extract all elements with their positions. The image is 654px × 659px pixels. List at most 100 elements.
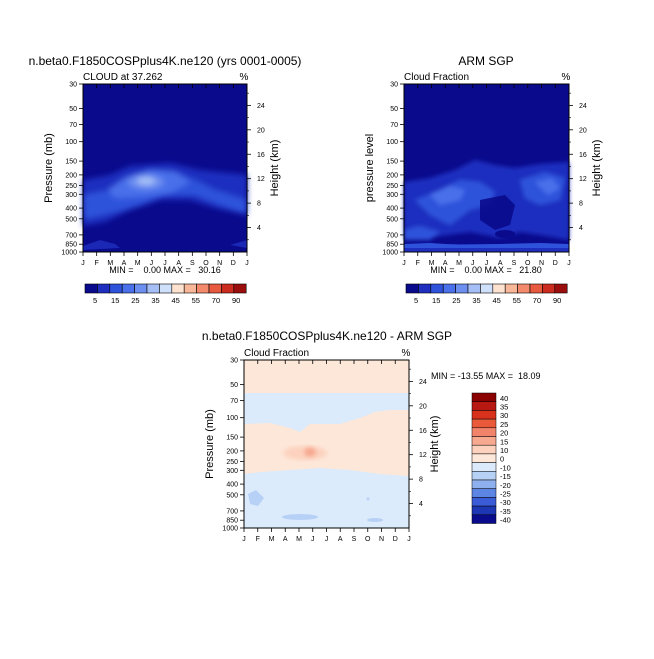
month-tick-label: J — [325, 536, 329, 543]
height-tick-label: 24 — [257, 103, 265, 110]
pressure-tick-label: 1000 — [222, 526, 238, 533]
colorbar-swatch — [221, 283, 235, 294]
panel-model-units: % — [240, 72, 249, 83]
pressure-tick-label: 300 — [226, 468, 238, 475]
month-tick-label: S — [512, 260, 517, 267]
colorbar-label: -15 — [500, 472, 511, 481]
colorbar-swatch — [97, 283, 111, 294]
month-tick-label: F — [416, 260, 420, 267]
colorbar-swatch — [471, 479, 497, 489]
colorbar-label: 30 — [500, 411, 508, 420]
panel-obs-ylabel: pressure level — [364, 134, 376, 202]
month-tick-label: M — [429, 260, 435, 267]
month-tick-label: J — [81, 260, 85, 267]
height-tick-label: 24 — [579, 103, 587, 110]
colorbar-label: 45 — [493, 296, 501, 305]
panel-model-ylabel-right: Height (km) — [269, 140, 281, 197]
pressure-tick-label: 500 — [386, 216, 398, 223]
colorbar-swatch — [471, 514, 497, 524]
pressure-tick-label: 150 — [226, 435, 238, 442]
colorbar-label: 90 — [232, 296, 240, 305]
pressure-tick-label: 70 — [69, 122, 77, 129]
colorbar-swatch — [430, 283, 444, 294]
panel-obs-stats: MIN = 0.00 MAX = 21.80 — [430, 265, 542, 275]
panel-obs-subtitle: Cloud Fraction — [404, 72, 469, 83]
colorbar-swatch — [171, 283, 185, 294]
colorbar-swatch — [442, 283, 456, 294]
colorbar-swatch — [418, 283, 432, 294]
month-tick-label: J — [311, 536, 315, 543]
panel-model-field — [83, 84, 247, 252]
month-tick-label: J — [245, 260, 249, 267]
colorbar-label: 90 — [553, 296, 561, 305]
month-tick-label: M — [107, 260, 113, 267]
month-tick-label: O — [525, 260, 531, 267]
pressure-tick-label: 30 — [69, 82, 77, 89]
pressure-tick-label: 850 — [65, 242, 77, 249]
colorbar-label: 5 — [414, 296, 418, 305]
panel-obs: ARM SGP Cloud Fraction % 30 50 70 100 150 200… — [364, 54, 603, 305]
colorbar-label: 25 — [131, 296, 139, 305]
colorbar-label: 55 — [192, 296, 200, 305]
panel-diff-title: n.beta0.F1850COSPplus4K.ne120 - ARM SGP — [202, 329, 452, 343]
pressure-tick-label: 250 — [226, 459, 238, 466]
height-tick-label: 8 — [579, 201, 583, 208]
colorbar-label: -10 — [500, 463, 511, 472]
colorbar-label: 35 — [500, 403, 508, 412]
month-tick-label: F — [256, 536, 260, 543]
month-tick-label: J — [471, 260, 475, 267]
colorbar-label: 10 — [500, 446, 508, 455]
pressure-tick-label: 250 — [386, 183, 398, 190]
month-tick-label: J — [163, 260, 167, 267]
panel-model-stats: MIN = 0.00 MAX = 30.16 — [109, 265, 221, 275]
pressure-tick-label: 150 — [65, 159, 77, 166]
panel-diff: n.beta0.F1850COSPplus4K.ne120 - ARM SGP … — [202, 329, 541, 543]
panel-obs-title: ARM SGP — [458, 54, 513, 68]
pressure-tick-label: 50 — [230, 382, 238, 389]
colorbar-swatch — [84, 283, 98, 294]
colorbar-swatch — [471, 418, 497, 429]
colorbar-swatch — [529, 283, 543, 294]
pressure-tick-label: 250 — [65, 183, 77, 190]
colorbar-label: 35 — [472, 296, 480, 305]
month-tick-label: N — [217, 260, 222, 267]
pressure-tick-label: 400 — [226, 482, 238, 489]
pressure-tick-label: 200 — [386, 172, 398, 179]
month-tick-label: A — [283, 536, 288, 543]
month-tick-label: J — [567, 260, 571, 267]
colorbar-label: -20 — [500, 481, 511, 490]
month-tick-label: N — [539, 260, 544, 267]
colorbar-swatch — [554, 283, 568, 294]
month-tick-label: A — [338, 536, 343, 543]
pressure-tick-label: 300 — [386, 192, 398, 199]
panel-obs-field — [404, 84, 569, 252]
colorbar-label: -40 — [500, 516, 511, 525]
panel-model-title: n.beta0.F1850COSPplus4K.ne120 (yrs 0001-… — [29, 54, 302, 68]
colorbar-swatch — [471, 488, 497, 498]
colorbar-label: 15 — [500, 437, 508, 446]
colorbar-swatch — [233, 283, 247, 294]
colorbar-swatch — [196, 283, 210, 294]
pressure-tick-label: 400 — [386, 206, 398, 213]
pressure-tick-label: 70 — [230, 398, 238, 405]
colorbar-swatch — [159, 283, 173, 294]
colorbar-label: 55 — [513, 296, 521, 305]
pressure-tick-label: 70 — [390, 122, 398, 129]
panel-diff-field — [244, 360, 409, 528]
panel-diff-stats: MIN = -13.55 MAX = 18.09 — [431, 371, 541, 381]
month-tick-label: N — [379, 536, 384, 543]
pressure-tick-label: 50 — [69, 106, 77, 113]
pressure-tick-label: 200 — [65, 172, 77, 179]
pressure-tick-label: 700 — [386, 232, 398, 239]
month-tick-label: J — [407, 536, 411, 543]
pressure-tick-label: 30 — [230, 358, 238, 365]
month-tick-label: M — [269, 536, 275, 543]
month-tick-label: D — [231, 260, 236, 267]
pressure-tick-label: 50 — [390, 106, 398, 113]
panel-obs-colorbar: 5 15 25 35 45 55 70 90 — [405, 283, 568, 305]
colorbar-swatch — [208, 283, 222, 294]
panel-obs-units: % — [562, 72, 571, 83]
